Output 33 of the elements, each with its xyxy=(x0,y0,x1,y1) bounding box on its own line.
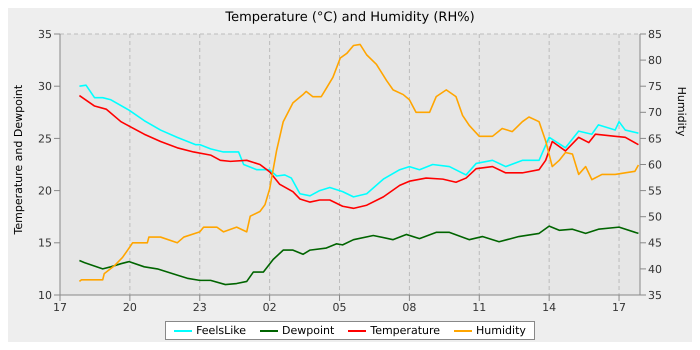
y-tick-label: 10 xyxy=(38,288,52,302)
y2-axis-title: Humidity xyxy=(675,86,688,137)
y-tick-label: 30 xyxy=(38,80,52,94)
x-tick-label: 20 xyxy=(122,300,137,314)
chart-title: Temperature (°C) and Humidity (RH%) xyxy=(224,9,476,26)
x-tick-label: 17 xyxy=(612,300,626,314)
y-axis-title: Temperature and Dewpoint xyxy=(12,84,25,236)
y-tick-label: 35 xyxy=(38,28,52,41)
legend-label: Humidity xyxy=(475,324,526,337)
y-tick-label: 25 xyxy=(38,132,52,146)
legend-label: Dewpoint xyxy=(281,324,334,337)
y2-tick-label: 60 xyxy=(648,158,662,172)
x-tick-label: 02 xyxy=(262,300,277,314)
x-tick-label: 17 xyxy=(53,300,67,314)
y-tick-label: 20 xyxy=(38,184,52,198)
y2-tick-label: 85 xyxy=(648,28,662,41)
legend-label: Temperature xyxy=(369,324,440,337)
y2-tick-label: 45 xyxy=(648,236,662,250)
y2-tick-label: 75 xyxy=(648,80,662,94)
y2-tick-label: 80 xyxy=(648,54,662,68)
x-tick-label: 11 xyxy=(472,300,486,314)
x-tick-label: 08 xyxy=(402,300,416,314)
y2-tick-label: 70 xyxy=(648,106,662,120)
y-tick-label: 15 xyxy=(38,236,52,250)
x-tick-label: 14 xyxy=(542,300,556,314)
y2-tick-label: 50 xyxy=(648,210,662,224)
y2-tick-label: 35 xyxy=(648,288,662,302)
y2-tick-label: 40 xyxy=(648,262,662,276)
legend-label: FeelsLike xyxy=(195,324,246,337)
y2-tick-label: 55 xyxy=(648,184,662,198)
x-tick-label: 23 xyxy=(192,300,207,314)
y2-tick-label: 65 xyxy=(648,132,662,146)
x-tick-label: 05 xyxy=(332,300,347,314)
